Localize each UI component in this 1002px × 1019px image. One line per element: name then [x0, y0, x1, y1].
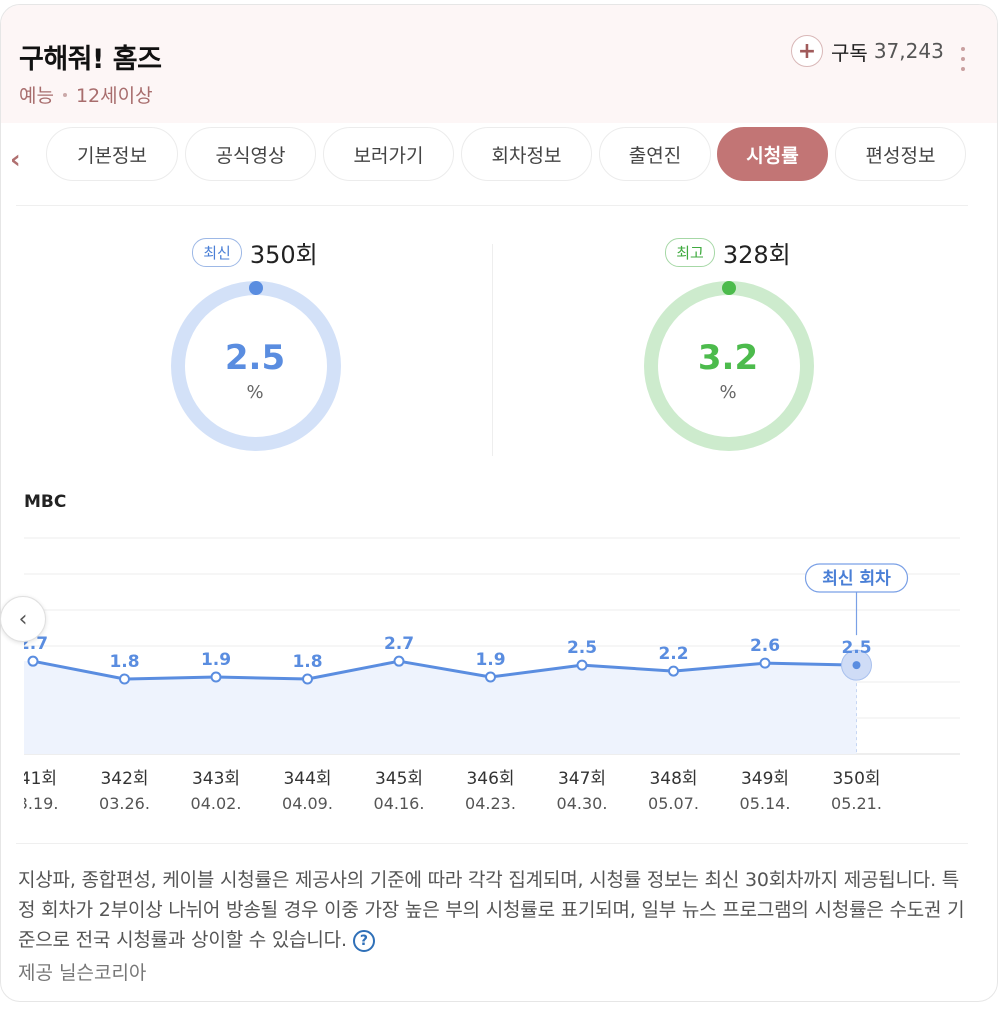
x-tick-label: 345회: [375, 769, 423, 789]
ratings-line-chart: 2.7 341회 03.19. 1.8 342회 03.26. 1.9 343회 04.02. 1…: [8, 537, 960, 813]
data-provider: 제공 닐슨코리아: [18, 962, 147, 984]
chevron-left-icon: ‹: [18, 606, 28, 632]
subscribe-label: 구독: [831, 40, 868, 65]
footnote-text: 지상파, 종합편성, 케이블 시청률은 제공사의 기준에 따라 각각 집계되며,…: [18, 869, 965, 951]
latest-rating-head: 최신 350회: [95, 235, 415, 270]
separator-dot: [62, 92, 67, 97]
help-icon[interactable]: ?: [352, 929, 375, 952]
tab-ratings[interactable]: 시청률: [717, 127, 828, 181]
latest-rating-unit: %: [246, 382, 264, 403]
x-tick-label: 343회: [192, 769, 240, 789]
latest-badge: 최신: [192, 238, 242, 267]
chart-prev-button[interactable]: ‹: [0, 596, 46, 642]
x-date-label: 05.21.: [831, 794, 882, 813]
latest-rating-ring: [171, 281, 341, 451]
x-date-label: 03.26.: [99, 794, 150, 813]
tab-episode-info[interactable]: 회차정보: [461, 127, 592, 181]
x-tick-label: 341회: [9, 769, 57, 789]
plus-icon: +: [791, 35, 823, 67]
data-label: 1.9: [201, 650, 231, 670]
highest-badge: 최고: [665, 238, 715, 267]
x-date-label: 05.07.: [648, 794, 699, 813]
tab-cast[interactable]: 출연진: [599, 127, 711, 181]
data-point: [485, 671, 496, 683]
x-tick-label: 347회: [558, 769, 606, 789]
x-tick-label: 350회: [832, 769, 880, 789]
latest-rating-value: 2.5: [224, 338, 286, 378]
data-point: [393, 655, 405, 667]
ratings-footnote: 지상파, 종합편성, 케이블 시청률은 제공사의 기준에 따라 각각 집계되며,…: [18, 865, 968, 955]
tab-official-videos[interactable]: 공식영상: [185, 127, 316, 181]
series-area: [24, 661, 857, 754]
tab-schedule[interactable]: 편성정보: [835, 127, 966, 181]
latest-rating-panel: 최신 350회 2.5 %: [95, 230, 415, 470]
data-point: [576, 659, 588, 671]
more-options-icon[interactable]: [956, 47, 970, 71]
x-date-label: 04.16.: [374, 794, 425, 813]
series-line: [32, 659, 857, 681]
data-point: [759, 657, 771, 669]
highest-rating-value: 3.2: [697, 338, 759, 378]
subscriber-count: 37,243: [873, 39, 944, 63]
genre-label: 예능: [19, 85, 54, 107]
data-point: [27, 655, 39, 667]
x-tick-label: 344회: [283, 769, 331, 789]
x-tick-label: 342회: [100, 769, 148, 789]
data-label: 2.5: [567, 638, 597, 658]
highest-rating-unit: %: [719, 382, 737, 403]
latest-ring-marker: [249, 281, 263, 295]
highest-rating-ring: [644, 281, 814, 451]
highest-ring-marker: [722, 281, 736, 295]
program-header: 구해줘! 홈즈 예능 12세이상 + 구독 37,243: [1, 5, 997, 123]
data-label: 1.8: [292, 652, 322, 672]
x-tick-label: 349회: [741, 769, 789, 789]
age-rating-label: 12세이상: [75, 85, 153, 107]
data-point: [668, 665, 679, 677]
x-date-label: 05.14.: [740, 794, 791, 813]
data-label: 1.9: [475, 650, 505, 670]
latest-callout-label: 최신 회차: [822, 569, 891, 589]
data-label: 2.2: [658, 644, 688, 664]
data-label: 2.6: [750, 636, 780, 656]
x-tick-label: 346회: [466, 769, 514, 789]
x-tick-label: 348회: [649, 769, 697, 789]
stat-divider: [492, 244, 493, 456]
data-label: 1.8: [109, 652, 139, 672]
subscribe-button[interactable]: + 구독 37,243: [791, 35, 944, 67]
data-point: [852, 661, 861, 670]
highest-rating-head: 최고 328회: [568, 235, 888, 270]
x-date-label: 04.23.: [465, 794, 516, 813]
tabs-prev-chevron-icon[interactable]: ‹: [10, 145, 21, 175]
data-label: 2.7: [384, 634, 414, 654]
data-label: 2.5: [841, 638, 871, 658]
highest-episode: 328회: [722, 241, 791, 269]
x-date-label: 04.02.: [191, 794, 242, 813]
data-point: [210, 671, 222, 683]
data-point: [119, 673, 130, 685]
x-date-label: 04.09.: [282, 794, 333, 813]
x-date-label: 04.30.: [557, 794, 608, 813]
tab-watch[interactable]: 보러가기: [323, 127, 454, 181]
highest-rating-panel: 최고 328회 3.2 %: [568, 230, 888, 470]
program-title[interactable]: 구해줘! 홈즈: [19, 44, 162, 75]
program-meta: 예능 12세이상: [19, 81, 153, 108]
divider: [16, 843, 968, 844]
latest-callout-box: [804, 563, 909, 593]
latest-episode: 350회: [249, 241, 318, 269]
data-point: [302, 673, 313, 685]
tab-basic-info[interactable]: 기본정보: [46, 127, 178, 181]
x-date-label: 03.19.: [8, 794, 59, 813]
divider: [16, 205, 968, 206]
network-label: MBC: [24, 492, 67, 512]
